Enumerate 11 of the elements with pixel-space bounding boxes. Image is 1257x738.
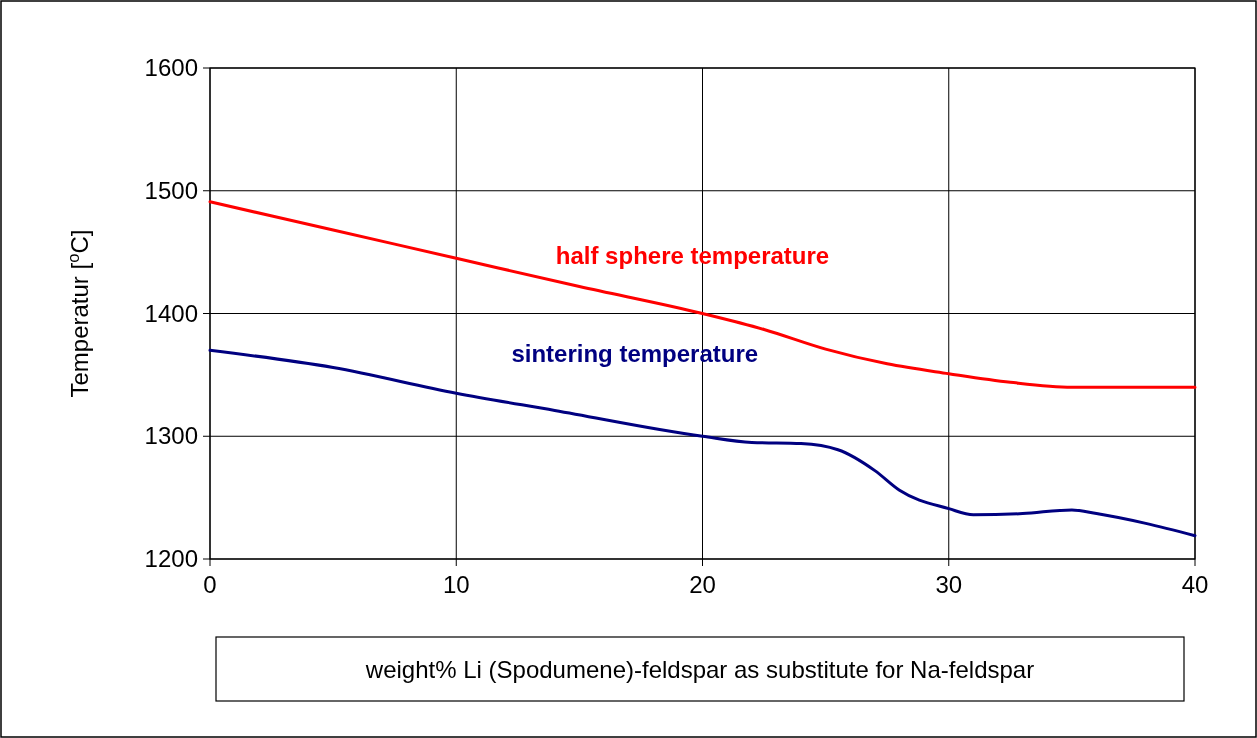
y-tick-label: 1200 xyxy=(144,545,198,572)
x-axis-title: weight% Li (Spodumene)-feldspar as substitute for Na-feldspar xyxy=(364,656,1035,683)
x-tick-label: 0 xyxy=(203,571,217,598)
y-tick-label: 1400 xyxy=(144,299,198,327)
x-tick-label: 20 xyxy=(689,571,716,598)
y-tick-label: 1600 xyxy=(144,54,198,81)
x-tick-label: 30 xyxy=(935,571,963,598)
x-tick-label: 40 xyxy=(1181,571,1209,598)
y-tick-label: 1500 xyxy=(144,176,198,204)
y-tick-label: 1300 xyxy=(144,422,198,450)
x-tick-label: 10 xyxy=(442,571,470,598)
